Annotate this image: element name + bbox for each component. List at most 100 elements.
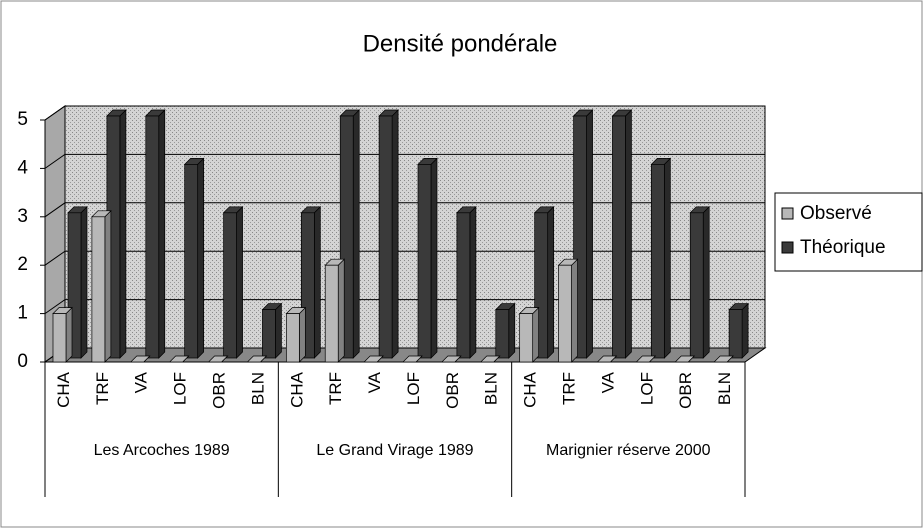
legend-label: Observé (800, 203, 872, 224)
bar (596, 355, 618, 363)
bar-side (586, 109, 593, 359)
bar (378, 109, 399, 359)
bar (728, 302, 749, 359)
bar-top (479, 355, 501, 363)
bar (168, 355, 190, 363)
bar-side (391, 109, 399, 359)
legend-label: Théorique (800, 237, 886, 258)
bar-side (197, 157, 205, 359)
bar-side (625, 109, 632, 359)
bar-side (313, 205, 321, 359)
bar-front (91, 216, 106, 363)
bar-front (184, 164, 199, 359)
bar (689, 205, 711, 359)
bar-front (650, 164, 665, 359)
bar-side (236, 205, 243, 359)
x-tick-label: VA (598, 371, 617, 393)
group-label: Le Grand Virage 1989 (316, 442, 474, 459)
bar-front (324, 264, 339, 363)
x-tick-label: OBR (443, 372, 462, 409)
bar-top (635, 355, 657, 363)
bar (494, 302, 516, 359)
bar-side (663, 157, 671, 359)
x-tick-label: OBR (209, 372, 228, 409)
bar-front (612, 115, 626, 359)
x-tick-label: LOF (171, 372, 190, 405)
bar-front (456, 212, 471, 359)
bar (713, 355, 734, 363)
bar-top (402, 355, 423, 363)
bar-side (571, 258, 578, 363)
group-label-box: Les Arcoches 1989 (93, 442, 230, 459)
bar-side (337, 258, 345, 363)
bar (144, 109, 166, 359)
x-tick-label: VA (132, 371, 151, 393)
bar-side (430, 157, 438, 359)
bar (441, 355, 462, 363)
bar-front (728, 309, 743, 359)
bar (261, 302, 283, 359)
bar-side (275, 302, 282, 359)
bar-front (689, 212, 704, 359)
x-tick-label: BLN (248, 372, 267, 405)
grid-line (44, 250, 765, 266)
x-tick-label: VA (365, 371, 384, 393)
bar (417, 157, 438, 359)
bar-top (441, 355, 462, 363)
x-tick-label: CHA (287, 371, 306, 408)
x-tick-label: LOF (404, 372, 423, 405)
bar-side (65, 306, 73, 363)
bar-side (469, 205, 477, 359)
y-tick-label: 5 (17, 109, 28, 130)
bar-front (52, 313, 67, 363)
bar-side (702, 205, 710, 359)
bar-side (741, 302, 749, 359)
group-label-box: Le Grand Virage 1989 (316, 442, 474, 459)
bar-side (158, 109, 166, 359)
bar-side (547, 205, 555, 359)
group-label: Marignier réserve 2000 (546, 442, 711, 459)
bar-side (119, 109, 127, 359)
y-tick-label: 1 (17, 303, 28, 324)
bar (557, 258, 579, 363)
y-tick-label: 3 (17, 206, 28, 227)
bar-front (378, 115, 393, 359)
grid-line (44, 105, 765, 121)
bar-front (495, 309, 510, 359)
bar (324, 258, 346, 363)
bar-top (207, 355, 229, 363)
bar-side (80, 205, 88, 359)
bar-top (674, 355, 696, 363)
y-tick-label: 2 (17, 254, 28, 275)
bar-top (713, 355, 734, 363)
bar (611, 109, 633, 359)
grid-line (44, 202, 765, 218)
bar (91, 209, 112, 363)
x-tick-label: TRF (93, 372, 112, 405)
bar-front (417, 164, 432, 359)
x-tick-label: OBR (676, 372, 695, 409)
x-tick-label: CHA (521, 371, 540, 408)
x-tick-label: TRF (326, 372, 345, 405)
legend-swatch (781, 207, 794, 220)
x-tick-label: BLN (482, 372, 501, 405)
bar-side (352, 109, 360, 359)
bar-front (558, 264, 572, 363)
bar (363, 355, 384, 363)
chart-title: Densité pondérale (363, 30, 558, 57)
bar (246, 355, 268, 363)
grid-line (44, 299, 765, 315)
bar-side (532, 306, 540, 363)
x-tick-label: TRF (559, 372, 578, 405)
bar-side (298, 306, 306, 363)
group-label: Les Arcoches 1989 (93, 442, 230, 459)
bar-top (168, 355, 190, 363)
bar (285, 306, 307, 363)
y-tick-label: 4 (17, 157, 28, 178)
bar-front (519, 313, 534, 363)
grid-line (44, 153, 765, 169)
bar (518, 306, 540, 363)
bar (222, 205, 244, 359)
bar (129, 355, 151, 363)
